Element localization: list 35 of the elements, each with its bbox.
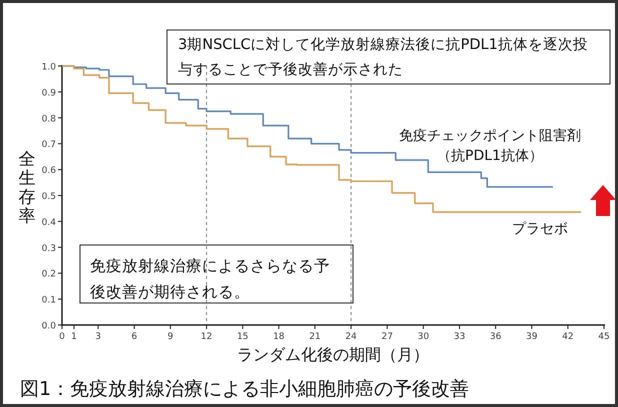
x-tick-label: 6: [131, 332, 138, 342]
x-tick-label: 12: [200, 332, 212, 342]
y-tick-label: 0.9: [42, 88, 56, 98]
y-tick-label: 0.5: [42, 192, 56, 202]
x-tick-label: 0: [59, 332, 66, 342]
y-tick-label: 0.4: [42, 218, 56, 228]
x-tick-label: 30: [418, 332, 430, 342]
x-axis-title: ランダム化後の期間（月）: [237, 345, 429, 364]
y-tick-label: 0.8: [42, 114, 56, 124]
x-tick-label: 3: [95, 332, 101, 342]
y-tick-label: 0.0: [42, 322, 56, 332]
x-tick-label: 18: [273, 332, 285, 342]
x-tick-label: 39: [526, 332, 538, 342]
x-tick-label: 27: [381, 332, 393, 342]
x-tick-label: 33: [454, 332, 466, 342]
text: 図1：免疫放射線治療による非小細胞肺癌の予後改善: [20, 378, 470, 400]
series-label: 免疫チェックポイント阻害剤（抗PDL1抗体）: [399, 128, 581, 164]
x-tick-label: 1: [71, 332, 77, 342]
y-tick-label: 0.6: [42, 166, 56, 176]
x-tick-label: 42: [562, 332, 574, 342]
x-tick-label: 24: [345, 332, 358, 342]
series-label: プラセボ: [512, 221, 568, 237]
x-tick-label: 21: [309, 332, 321, 342]
y-tick-label: 0.3: [42, 244, 56, 254]
annotation: 免疫放射線治療によるさらなる予後改善が期待される。: [90, 257, 330, 301]
annotation: 3期NSCLCに対して化学放射線療法後に抗PDL1抗体を逐次投与することで予後改善が示された: [178, 36, 588, 78]
x-tick-label: 9: [168, 332, 174, 342]
y-tick-label: 0.1: [42, 296, 56, 306]
x-tick-label: 45: [598, 332, 610, 342]
y-tick-label: 1.0: [42, 62, 56, 72]
y-tick-label: 0.7: [42, 140, 56, 150]
x-tick-label: 36: [490, 332, 502, 342]
y-axis-title: 全生存率: [18, 149, 36, 226]
x-tick-label: 15: [236, 332, 248, 342]
y-tick-label: 0.2: [42, 270, 56, 280]
